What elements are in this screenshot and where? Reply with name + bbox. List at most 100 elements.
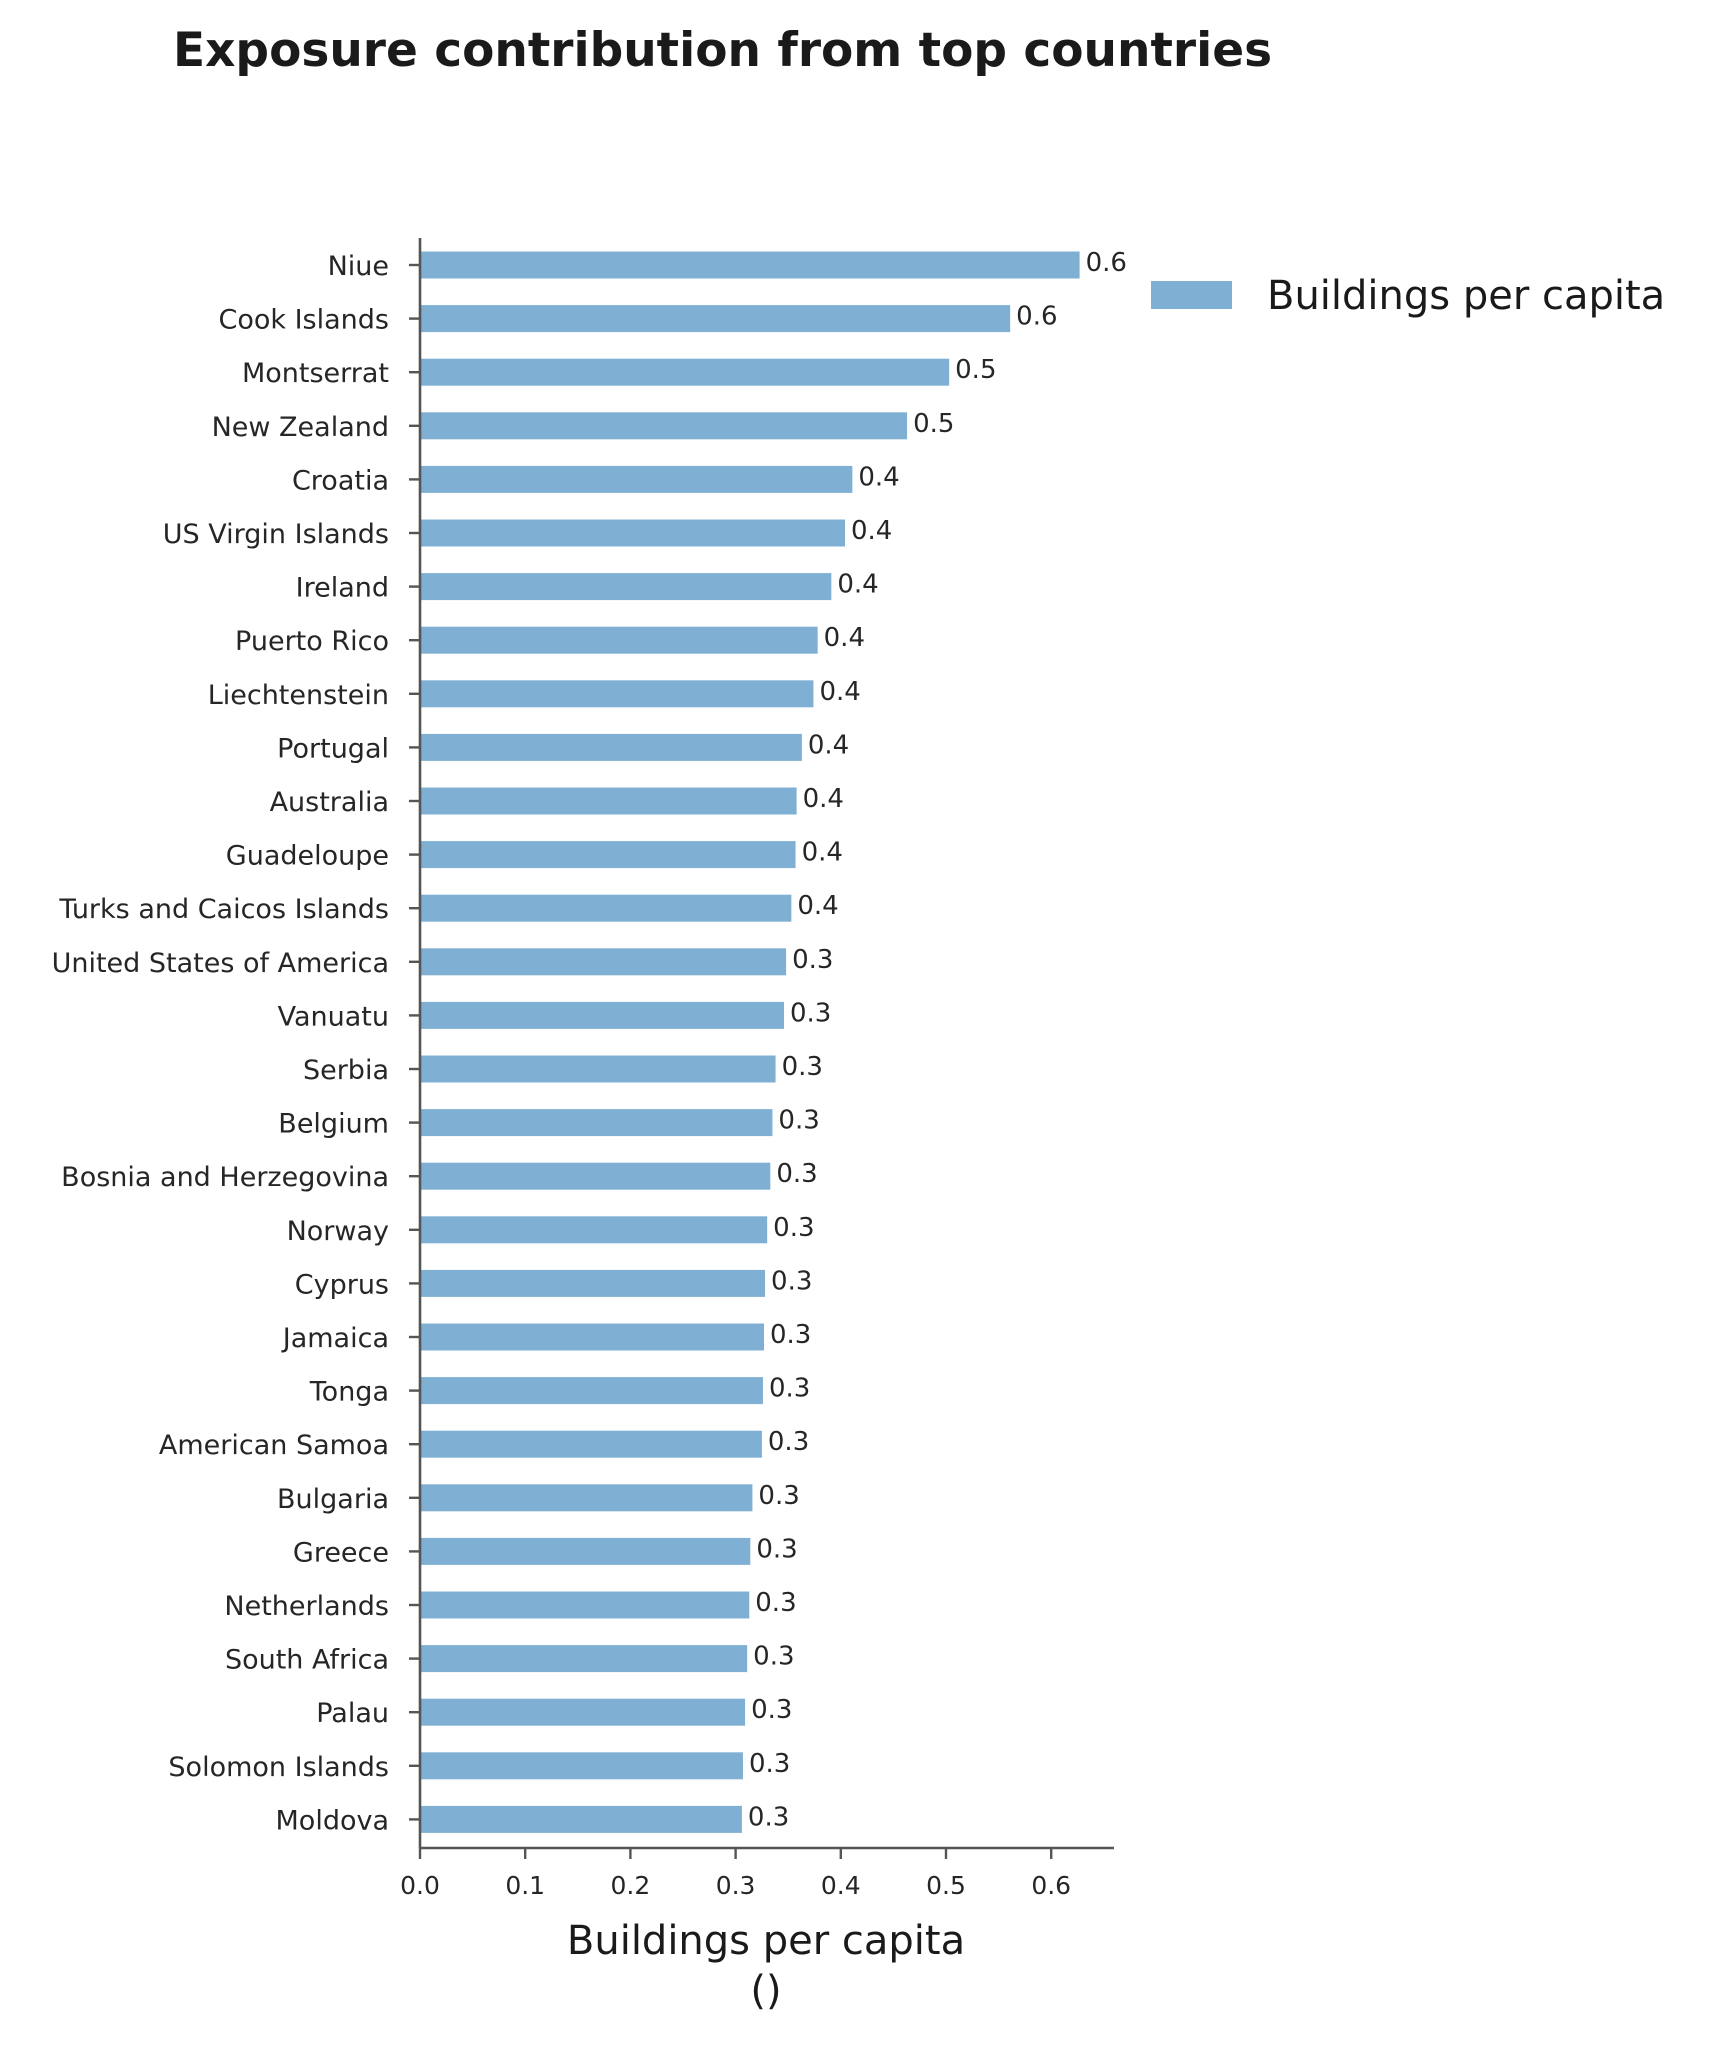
y-tick-label: Jamaica (281, 1323, 389, 1354)
data-label: 0.3 (771, 1266, 812, 1296)
bar (420, 787, 797, 815)
data-label: 0.3 (778, 1106, 819, 1136)
y-tick-label: Palau (316, 1698, 389, 1729)
bar (420, 519, 846, 547)
chart-title: Exposure contribution from top countries (173, 23, 1272, 78)
legend: Buildings per capita (1151, 273, 1665, 319)
y-tick-label: Australia (270, 787, 389, 818)
y-tick-label: Vanuatu (278, 1001, 389, 1032)
legend-label: Buildings per capita (1267, 273, 1665, 319)
y-tick-label: Solomon Islands (168, 1752, 389, 1783)
data-label: 0.4 (837, 570, 878, 600)
y-tick-label: Portugal (277, 733, 389, 764)
bar (420, 358, 950, 386)
data-label: 0.4 (808, 730, 849, 760)
y-tick-label: Liechtenstein (208, 680, 389, 711)
data-label: 0.3 (769, 1374, 810, 1404)
data-label: 0.3 (770, 1320, 811, 1350)
x-tick-label: 0.2 (611, 1871, 651, 1900)
bar (420, 1430, 762, 1458)
data-label: 0.5 (913, 409, 954, 439)
bar (420, 305, 1011, 333)
y-tick-label: Serbia (303, 1055, 389, 1086)
data-label: 0.4 (803, 784, 844, 814)
y-tick-label: Turks and Caicos Islands (58, 894, 389, 925)
y-tick-label: Moldova (276, 1805, 390, 1836)
bar (420, 412, 908, 440)
y-tick-label: Cyprus (295, 1269, 389, 1300)
data-label: 0.4 (858, 462, 899, 492)
bar (420, 1591, 750, 1619)
bar (420, 1752, 743, 1780)
y-tick-label: Croatia (292, 465, 389, 496)
bar (420, 251, 1080, 279)
bar (420, 733, 802, 761)
data-label: 0.3 (758, 1481, 799, 1511)
data-label: 0.3 (753, 1642, 794, 1672)
bar (420, 1109, 773, 1137)
y-tick-label: Netherlands (224, 1591, 389, 1622)
data-labels: 0.6 0.6 0.50.5 0.4 0.4 0.4 0.4 0.4 0.4 0.4 0.4 0.4 0… (748, 248, 1127, 1832)
legend-swatch (1151, 281, 1232, 309)
y-tick-label: South Africa (225, 1645, 389, 1676)
data-label: 0.4 (802, 838, 843, 868)
data-label: 0.3 (773, 1213, 814, 1243)
bar (420, 1162, 771, 1190)
bar (420, 680, 814, 708)
data-label: 0.4 (819, 677, 860, 707)
y-tick-label: Ireland (296, 573, 389, 604)
y-tick-label: United States of America (52, 948, 389, 979)
y-tick-label: Puerto Rico (235, 626, 389, 657)
data-label: 0.3 (749, 1749, 790, 1779)
bar (420, 1216, 768, 1244)
x-axis-label: Buildings per capita (567, 1918, 965, 1964)
data-label: 0.3 (748, 1802, 789, 1832)
y-tick-label: American Samoa (159, 1430, 389, 1461)
bar (420, 626, 818, 654)
y-tick-label: Belgium (278, 1109, 389, 1140)
data-label: 0.6 (1086, 248, 1127, 278)
y-tick-label: Niue (328, 251, 389, 282)
bar (420, 1269, 766, 1297)
y-tick-label: New Zealand (212, 412, 389, 443)
bar (420, 1055, 776, 1083)
bar (420, 894, 792, 922)
x-ticks: 0.0 0.1 0.2 0.3 0.4 0.5 0.6 (400, 1848, 1071, 1900)
bar (420, 1805, 742, 1833)
data-label: 0.3 (756, 1534, 797, 1564)
data-label: 0.5 (955, 355, 996, 385)
x-tick-label: 0.1 (505, 1871, 545, 1900)
y-tick-label: Guadeloupe (226, 841, 389, 872)
bar (420, 1698, 746, 1726)
data-label: 0.6 (1016, 302, 1057, 332)
bar (420, 1484, 753, 1512)
y-tick-label: Montserrat (242, 358, 389, 389)
x-tick-label: 0.3 (716, 1871, 756, 1900)
bar (420, 1323, 765, 1351)
bar (420, 1645, 748, 1673)
bar (420, 465, 853, 493)
y-tick-label: Cook Islands (218, 305, 389, 336)
y-tick-label: Greece (293, 1537, 389, 1568)
x-tick-label: 0.6 (1031, 1871, 1071, 1900)
bar (420, 1001, 784, 1029)
data-label: 0.3 (751, 1695, 792, 1725)
data-label: 0.4 (797, 891, 838, 921)
data-label: 0.3 (782, 1052, 823, 1082)
data-label: 0.3 (776, 1159, 817, 1189)
bars-group (420, 251, 1080, 1833)
data-label: 0.3 (768, 1427, 809, 1457)
data-label: 0.3 (790, 998, 831, 1028)
y-tick-labels: Niue Cook Islands Montserrat New Zealand Cro… (52, 251, 420, 1836)
bar (420, 1537, 751, 1565)
y-tick-label: Bosnia and Herzegovina (61, 1162, 389, 1193)
y-tick-label: US Virgin Islands (163, 519, 389, 550)
x-axis-unit: () (750, 1968, 781, 2014)
x-tick-label: 0.5 (926, 1871, 966, 1900)
bar (420, 573, 832, 601)
bar (420, 1377, 763, 1405)
y-tick-label: Tonga (309, 1377, 389, 1408)
bar (420, 948, 787, 976)
y-tick-label: Bulgaria (277, 1484, 389, 1515)
